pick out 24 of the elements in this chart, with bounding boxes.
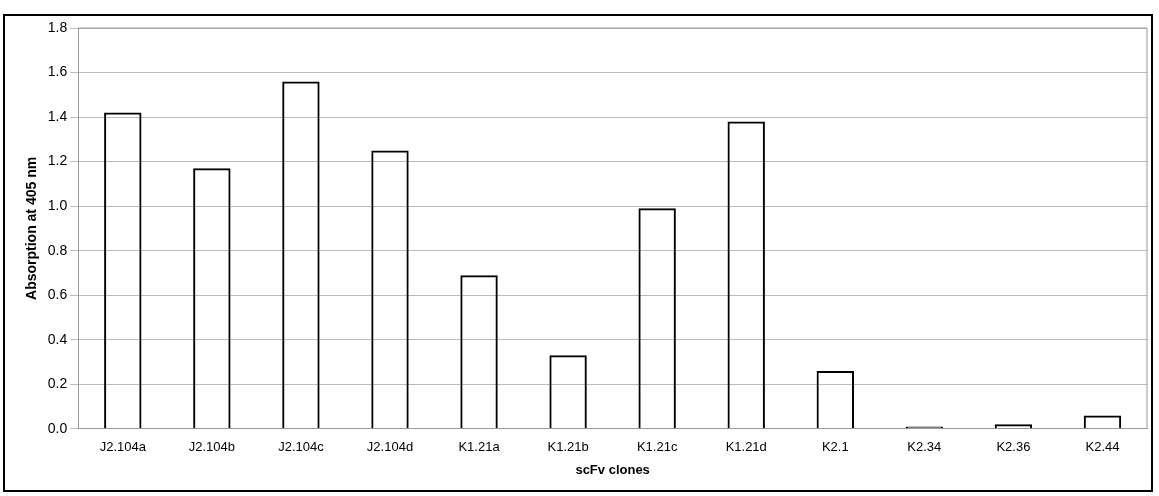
x-tick-label: K1.21c (636, 439, 678, 455)
x-tick-label: J2.104d (366, 439, 414, 455)
x-axis-title: scFv clones (575, 461, 650, 477)
x-tick-label: K1.21d (725, 439, 767, 455)
y-tick-label: 1.4 (47, 107, 68, 124)
x-tick-label: K1.21b (547, 439, 589, 455)
x-tick-label: K1.21a (458, 439, 501, 455)
y-tick-label: 1.8 (47, 18, 68, 35)
x-tick-label: K2.36 (996, 439, 1031, 455)
y-tick-label: 0.0 (47, 419, 68, 436)
y-tick-label: 0.6 (47, 286, 68, 303)
y-axis-title: Absorption at 405 nm (23, 156, 40, 300)
y-tick-label: 1.0 (47, 196, 68, 213)
x-tick-label: J2.104a (99, 439, 147, 455)
x-tick-label: K2.1 (821, 439, 849, 455)
y-tick-label: 0.8 (47, 241, 68, 258)
x-tick-label: J2.104c (278, 439, 325, 455)
x-tick-label: J2.104b (188, 439, 235, 455)
y-tick-label: 1.6 (47, 63, 68, 80)
x-tick-label: K2.34 (907, 439, 942, 455)
x-tick-label: K2.44 (1085, 439, 1120, 455)
y-tick-label: 0.2 (47, 375, 68, 392)
y-tick-label: 1.2 (47, 152, 68, 169)
y-tick-label: 0.4 (47, 330, 68, 347)
